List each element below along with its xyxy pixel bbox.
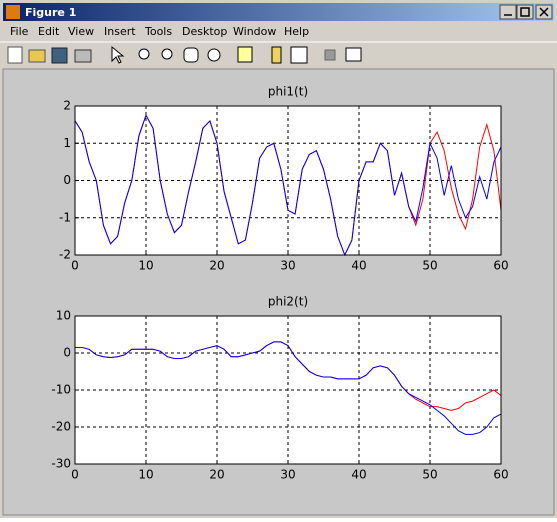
y-tick-label: 10 [56,309,71,323]
chart-title: phi1(t) [268,85,308,99]
print-button[interactable] [74,49,92,63]
menu-item[interactable]: View [68,25,94,38]
x-tick-label: 30 [280,259,295,273]
y-tick-label: 2 [63,99,71,113]
datacursor-button[interactable] [237,46,253,63]
menu-item[interactable]: Desktop [182,25,227,38]
window-controls [499,4,553,20]
chart-title: phi2(t) [268,295,308,309]
x-tick-label: 30 [280,468,295,482]
data-line [74,114,502,257]
window-title: Figure 1 [25,6,76,19]
y-tick-label: -1 [59,210,71,224]
menu-item[interactable]: Window [233,25,276,38]
new-button[interactable] [7,46,23,64]
x-tick-label: 60 [493,259,508,273]
axes-box [74,105,502,256]
x-tick-label: 50 [422,259,437,273]
x-tick-label: 0 [71,259,79,273]
app-icon [6,5,20,19]
select-button[interactable] [111,45,125,64]
y-tick-label: 0 [63,173,71,187]
show-tools-button[interactable] [345,47,362,62]
title-bar [3,3,554,21]
menu-item[interactable]: Tools [144,25,172,38]
x-tick-label: 10 [138,468,153,482]
hide-tools-button[interactable] [324,49,336,61]
menu-item[interactable]: Edit [38,25,60,38]
x-tick-label: 50 [422,468,437,482]
x-tick-label: 60 [493,468,508,482]
menu-bar: File Edit View Insert Tools Desktop Window Help [10,25,309,38]
y-tick-label: -10 [51,383,71,397]
x-tick-label: 40 [351,468,366,482]
zoom-out-button[interactable] [161,48,173,60]
y-tick-label: -30 [51,457,71,471]
maximize-button[interactable] [516,4,534,20]
menu-item[interactable]: File [10,25,29,38]
data-line [75,341,502,435]
axes: phi1(t) 0 10 20 30 40 50 60 -2 -1 0 1 2 [59,85,509,273]
save-button[interactable] [51,47,68,64]
pan-button[interactable] [183,47,199,63]
zoom-in-button[interactable] [138,48,150,60]
y-tick-label: -2 [59,248,71,262]
y-tick-label: 0 [63,346,71,360]
minimize-button[interactable] [499,4,517,20]
rotate-button[interactable] [207,48,221,62]
open-button[interactable] [28,49,46,63]
legend-button[interactable] [290,46,308,64]
x-tick-label: 20 [209,259,224,273]
menu-item[interactable]: Insert [104,25,136,38]
toolbar [7,45,362,64]
x-tick-label: 40 [351,259,366,273]
menu-item[interactable]: Help [284,25,309,38]
x-tick-label: 20 [209,468,224,482]
y-tick-label: 1 [63,136,71,150]
axes-box [74,315,502,465]
x-tick-label: 0 [71,468,79,482]
y-tick-label: -20 [51,420,71,434]
axes: phi2(t) 0 10 20 30 40 50 60 -30 -20 -10 0 10 [51,295,508,482]
x-tick-label: 10 [138,259,153,273]
colorbar-button[interactable] [271,46,282,64]
